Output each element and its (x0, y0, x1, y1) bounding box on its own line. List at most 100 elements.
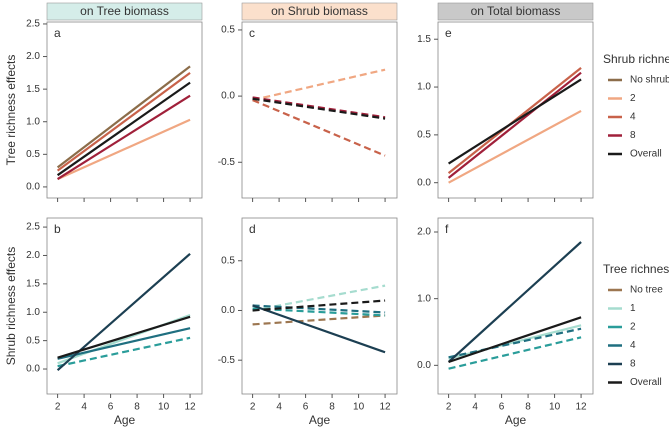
x-tick-label: 6 (108, 402, 114, 413)
y-tick-label: 2.5 (26, 222, 40, 233)
panel-letter: d (249, 222, 256, 236)
trend-line (252, 284, 386, 312)
trend-line (252, 314, 386, 326)
trend-line (447, 71, 582, 179)
trend-line (252, 68, 386, 102)
row-label: Tree richness effects (4, 55, 18, 166)
y-tick-label: 0.0 (417, 177, 431, 188)
strip (46, 2, 203, 21)
strip-label: on Tree biomass (80, 4, 169, 18)
y-tick-label: 0.5 (417, 130, 431, 141)
trend-line (56, 71, 191, 172)
trend-line (252, 99, 386, 157)
y-tick-label: 1.0 (417, 82, 431, 93)
strip (241, 2, 398, 21)
trend-line (252, 97, 386, 120)
x-tick-label: 10 (353, 402, 365, 413)
x-tick-label: 4 (276, 402, 282, 413)
trend-line (57, 336, 191, 368)
strip-label: on Total biomass (471, 4, 561, 18)
trend-line (56, 81, 191, 177)
x-axis-title: Age (309, 413, 331, 427)
trend-line (57, 118, 191, 181)
legend-label: 8 (630, 130, 636, 141)
y-tick-label: 0.5 (26, 335, 40, 346)
y-tick-label: -0.5 (218, 355, 236, 366)
x-tick-label: 8 (329, 402, 335, 413)
y-tick-label: 0.5 (26, 149, 40, 160)
x-tick-label: 12 (185, 402, 197, 413)
y-tick-label: 1.0 (26, 307, 40, 318)
trend-line (57, 94, 191, 181)
x-tick-label: 4 (472, 402, 478, 413)
trend-line (252, 96, 386, 119)
legend-label: Overall (630, 377, 662, 388)
y-tick-label: 1.5 (26, 278, 40, 289)
x-tick-label: 10 (158, 402, 170, 413)
x-tick-label: 10 (549, 402, 561, 413)
y-tick-label: 0.0 (26, 364, 40, 375)
y-tick-label: 2.0 (26, 250, 40, 261)
legend-label: No shrub (630, 75, 669, 86)
legend-label: No tree (630, 285, 663, 296)
x-axis-title: Age (505, 413, 527, 427)
trend-line (448, 316, 582, 364)
plot-frame (46, 21, 203, 199)
y-tick-label: 1.0 (26, 116, 40, 127)
legend-label: 1 (630, 303, 636, 314)
plot-frame (46, 217, 203, 395)
legend-label: 8 (630, 359, 636, 370)
x-tick-label: 12 (576, 402, 588, 413)
x-tick-label: 8 (525, 402, 531, 413)
legend-label: 2 (630, 322, 636, 333)
legend-label: Overall (630, 149, 662, 160)
trend-line (448, 78, 582, 165)
x-tick-label: 6 (303, 402, 309, 413)
y-tick-label: 0.0 (221, 305, 235, 316)
x-tick-label: 8 (134, 402, 140, 413)
y-tick-label: 2.5 (26, 19, 40, 30)
x-tick-label: 4 (81, 402, 87, 413)
y-tick-label: 2.0 (26, 51, 40, 62)
plot-frame (437, 21, 594, 199)
trend-line (448, 327, 582, 359)
trend-line (448, 109, 582, 184)
y-tick-label: 0.0 (221, 91, 235, 102)
y-tick-label: 2.0 (417, 227, 431, 238)
panel-letter: f (445, 222, 449, 236)
trend-line (56, 65, 191, 169)
panel-letter: a (54, 26, 61, 40)
x-tick-label: 2 (55, 402, 61, 413)
y-tick-label: 0.5 (221, 255, 235, 266)
plot-frame (241, 21, 398, 199)
y-tick-label: 1.5 (417, 34, 431, 45)
legend-label: 4 (630, 340, 636, 351)
trend-line (447, 241, 582, 363)
y-tick-label: -0.5 (218, 157, 236, 168)
row-label: Shrub richness effects (4, 247, 18, 366)
x-tick-label: 2 (446, 402, 452, 413)
plot-frame (241, 217, 398, 395)
y-tick-label: 0.0 (26, 182, 40, 193)
strip (437, 2, 594, 21)
panel-letter: b (54, 222, 61, 236)
x-tick-label: 12 (380, 402, 392, 413)
y-tick-label: 0.0 (417, 360, 431, 371)
trend-line (57, 315, 191, 359)
y-tick-label: 0.5 (221, 25, 235, 36)
legend-label: 4 (630, 112, 636, 123)
trend-line (448, 336, 582, 370)
trend-line (252, 304, 386, 314)
x-tick-label: 2 (250, 402, 256, 413)
y-tick-label: 1.0 (417, 293, 431, 304)
x-axis-title: Age (114, 413, 136, 427)
legend-label: 2 (630, 93, 636, 104)
trend-line (252, 304, 386, 354)
x-tick-label: 6 (499, 402, 505, 413)
legend-title: Tree richness (603, 262, 669, 276)
trend-line (252, 299, 386, 312)
plot-frame (437, 217, 594, 395)
panel-letter: e (445, 26, 452, 40)
strip-label: on Shrub biomass (271, 4, 368, 18)
